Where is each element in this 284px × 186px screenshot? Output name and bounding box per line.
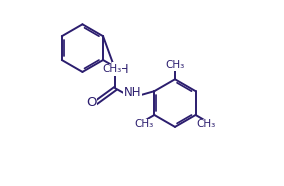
Text: CH₃: CH₃: [103, 64, 122, 74]
Text: CH₃: CH₃: [135, 119, 154, 129]
Text: CH₃: CH₃: [196, 119, 216, 129]
Text: NH: NH: [124, 86, 142, 99]
Text: O: O: [86, 96, 97, 109]
Text: NH: NH: [112, 63, 130, 76]
Text: CH₃: CH₃: [165, 60, 185, 70]
